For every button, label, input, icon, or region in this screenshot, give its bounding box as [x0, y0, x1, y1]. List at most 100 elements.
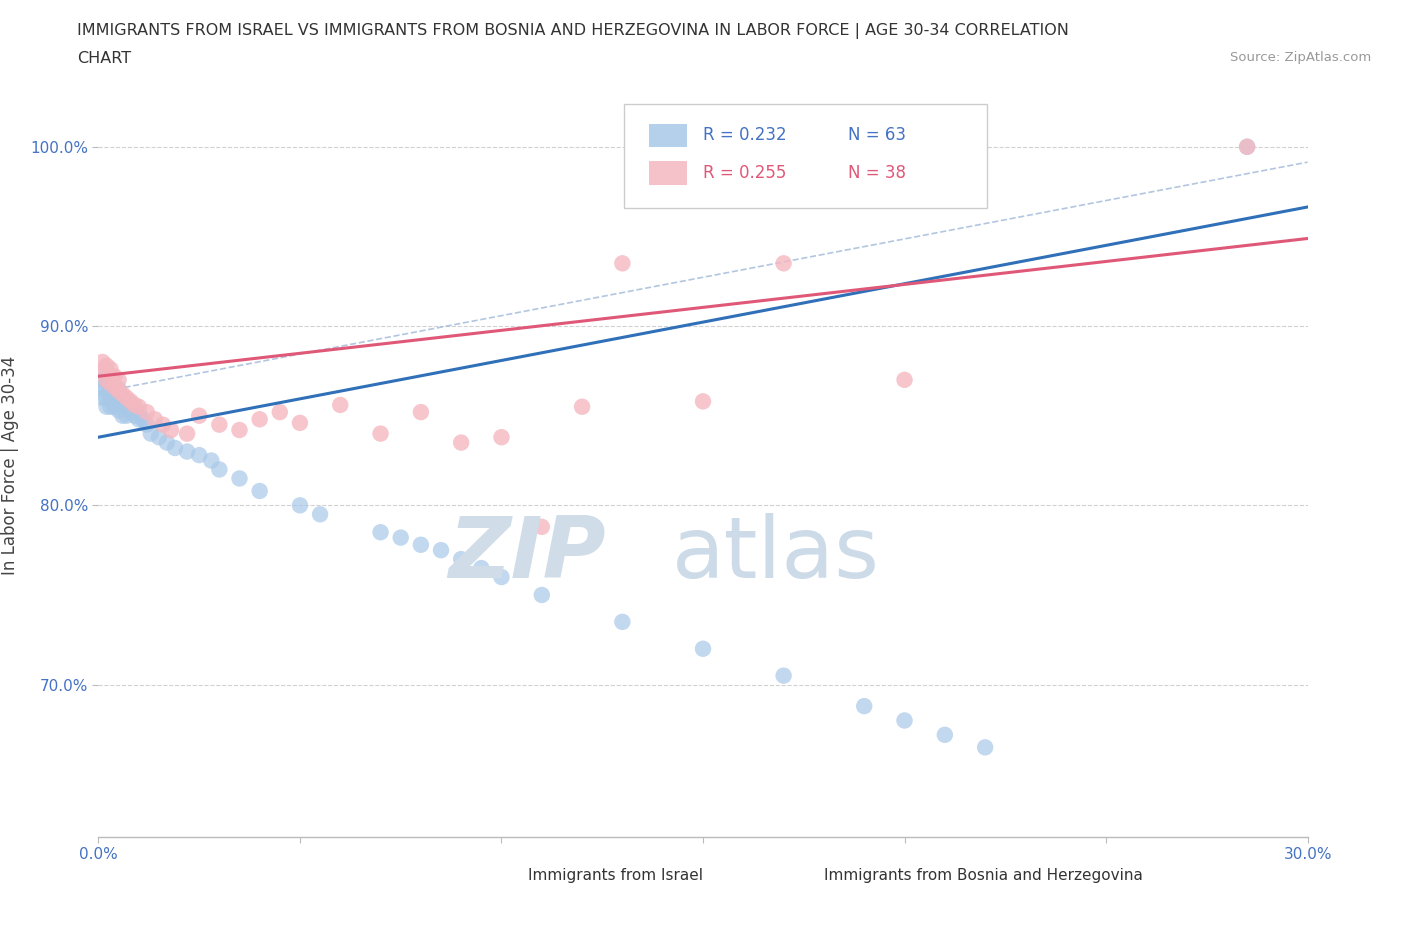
Point [143, 412, 166, 427]
Point [370, 426, 392, 441]
Text: atlas: atlas [672, 512, 880, 596]
Point [128, 399, 150, 414]
Point [853, 698, 876, 713]
Point [103, 369, 125, 384]
Text: R = 0.232: R = 0.232 [703, 126, 786, 144]
Point [228, 422, 250, 437]
Point [612, 615, 634, 630]
Point [124, 408, 146, 423]
Point [103, 399, 125, 414]
Point [96, 364, 118, 379]
Point [100, 399, 122, 414]
Point [96, 358, 118, 373]
Point [450, 551, 472, 566]
Point [329, 397, 352, 412]
Point [430, 543, 453, 558]
Y-axis label: In Labor Force | Age 30-34: In Labor Force | Age 30-34 [1, 355, 18, 575]
Point [100, 387, 122, 402]
Point [91, 381, 114, 396]
Point [152, 418, 174, 432]
Point [893, 372, 915, 387]
FancyBboxPatch shape [782, 867, 811, 885]
Point [103, 387, 125, 402]
Point [115, 391, 138, 405]
Point [107, 381, 129, 396]
Point [163, 441, 186, 456]
Point [228, 471, 250, 485]
Text: CHART: CHART [77, 51, 131, 66]
FancyBboxPatch shape [485, 867, 516, 885]
Point [309, 507, 332, 522]
Text: Source: ZipAtlas.com: Source: ZipAtlas.com [1230, 51, 1371, 64]
Point [132, 412, 155, 427]
Point [288, 416, 311, 431]
Point [974, 740, 997, 755]
FancyBboxPatch shape [624, 104, 987, 208]
Point [128, 412, 150, 427]
Point [135, 405, 157, 419]
Point [91, 391, 114, 405]
Point [103, 394, 125, 409]
Point [389, 530, 412, 545]
Point [91, 354, 114, 369]
Point [111, 408, 134, 423]
Point [772, 256, 794, 271]
Point [96, 372, 118, 387]
Point [1236, 140, 1258, 154]
Point [107, 372, 129, 387]
Point [115, 394, 138, 409]
Point [269, 405, 291, 419]
Point [96, 372, 118, 387]
Point [188, 408, 211, 423]
Point [120, 405, 142, 419]
Text: Immigrants from Israel: Immigrants from Israel [527, 869, 703, 883]
Point [470, 561, 492, 576]
Text: Immigrants from Bosnia and Herzegovina: Immigrants from Bosnia and Herzegovina [824, 869, 1143, 883]
Point [100, 372, 122, 387]
Point [249, 412, 271, 427]
Point [120, 397, 142, 412]
Point [128, 405, 150, 419]
Point [124, 397, 146, 412]
Point [772, 669, 794, 684]
Point [100, 376, 122, 391]
Text: N = 63: N = 63 [848, 126, 905, 144]
Point [156, 435, 179, 450]
FancyBboxPatch shape [648, 124, 688, 147]
Point [107, 391, 129, 405]
Point [612, 256, 634, 271]
Point [96, 391, 118, 405]
Point [530, 588, 553, 603]
Point [103, 379, 125, 394]
Point [96, 399, 118, 414]
Point [409, 538, 432, 552]
Point [530, 520, 553, 535]
Point [107, 383, 129, 398]
Point [249, 484, 271, 498]
Point [91, 364, 114, 379]
Point [139, 426, 162, 441]
Point [115, 399, 138, 414]
Point [124, 401, 146, 416]
Point [176, 445, 198, 459]
Point [934, 727, 956, 742]
Point [200, 453, 222, 468]
Point [571, 399, 593, 414]
Point [111, 387, 134, 402]
Point [692, 642, 714, 657]
Point [148, 430, 170, 445]
Point [692, 394, 714, 409]
Point [893, 713, 915, 728]
Point [160, 422, 183, 437]
Point [100, 379, 122, 394]
Point [100, 362, 122, 377]
Point [111, 399, 134, 414]
Point [208, 418, 231, 432]
Point [208, 462, 231, 477]
Point [450, 435, 472, 450]
FancyBboxPatch shape [648, 161, 688, 184]
Point [135, 418, 157, 432]
Point [370, 525, 392, 539]
Point [107, 403, 129, 418]
Point [111, 391, 134, 405]
